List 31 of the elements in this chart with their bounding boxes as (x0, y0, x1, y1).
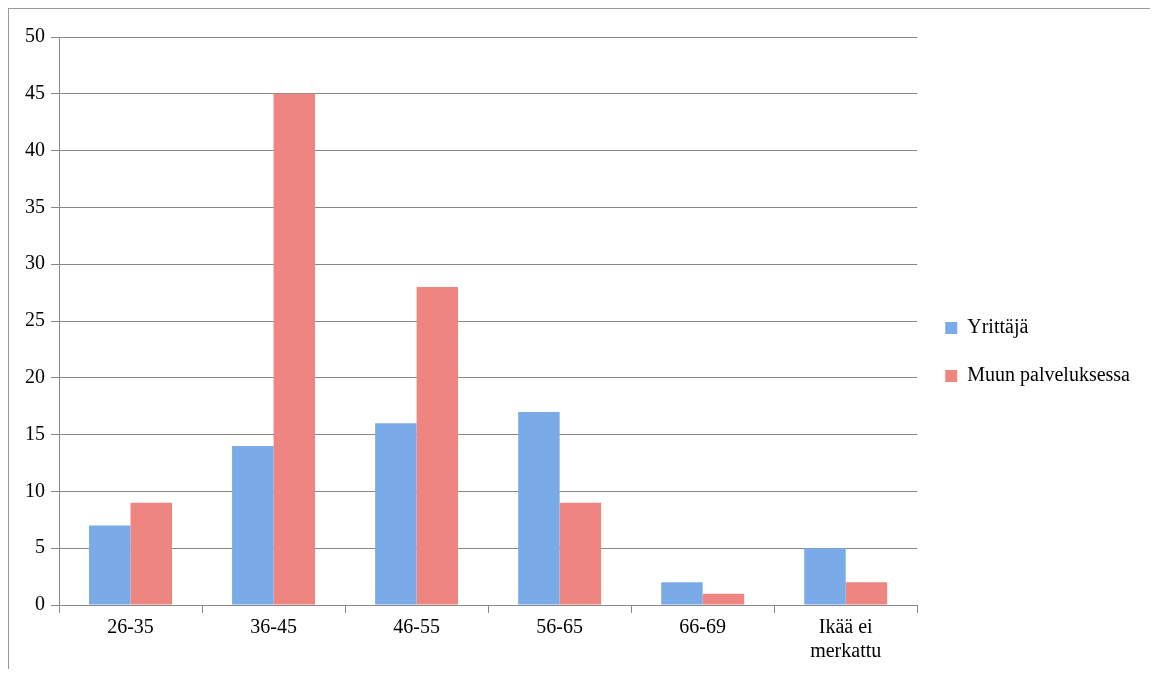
bar (518, 411, 560, 605)
y-tick-label: 30 (25, 251, 45, 274)
bar (416, 286, 459, 605)
bar (661, 582, 703, 605)
bar (559, 502, 602, 605)
y-tick-label: 40 (25, 137, 45, 160)
y-tick-label: 5 (35, 535, 45, 558)
x-tick-label: 56-65 (536, 615, 583, 638)
bar (89, 525, 131, 605)
y-tick-label: 10 (25, 478, 45, 501)
y-tick-label: 50 (25, 24, 45, 47)
bar (130, 502, 172, 605)
bar (375, 423, 417, 605)
bar (273, 93, 316, 605)
y-tick-label: 20 (25, 365, 45, 388)
x-tick-label: 36-45 (250, 615, 297, 638)
x-tick-label: 66-69 (679, 615, 727, 638)
x-tick-label: 46-55 (393, 615, 440, 638)
x-tick-label: 26-35 (107, 615, 154, 638)
y-tick-label: 25 (25, 308, 45, 331)
y-tick-label: 0 (35, 592, 45, 615)
y-tick-label: 45 (25, 81, 45, 104)
y-tick-label: 35 (25, 194, 45, 217)
y-tick-label: 15 (25, 421, 45, 444)
bar (845, 582, 888, 605)
legend-label: Yrittäjä (967, 315, 1029, 339)
bar (702, 593, 745, 605)
bar (804, 548, 846, 605)
legend-label: Muun palveluksessa (967, 363, 1131, 387)
x-tick-label: Ikää ei merkattu (810, 615, 882, 662)
bar (232, 445, 274, 605)
